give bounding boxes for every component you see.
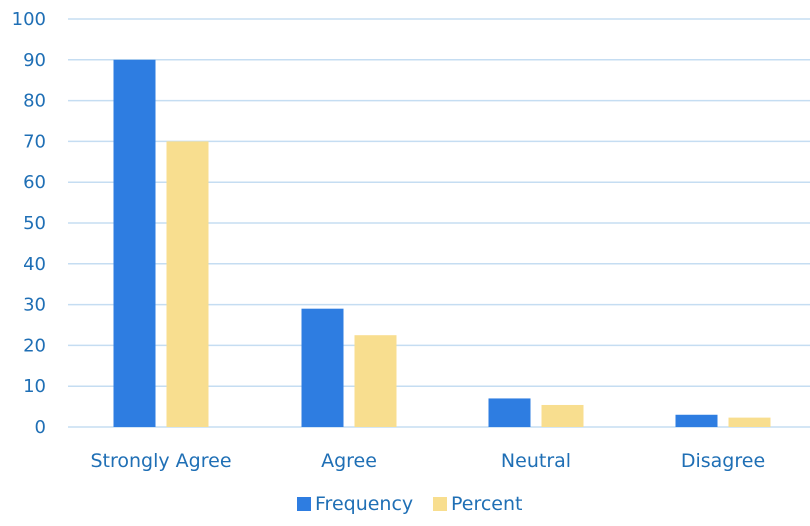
legend-label-percent: Percent: [451, 493, 523, 515]
y-tick-label: 50: [23, 213, 46, 234]
y-tick-label: 60: [23, 172, 46, 193]
x-tick-label: Agree: [321, 450, 377, 472]
bar-percent-2: [541, 404, 584, 427]
y-tick-label: 40: [23, 254, 46, 275]
y-axis-ticks: 0 10 20 30 40 50 60 70 80 90 100: [12, 9, 46, 438]
y-tick-label: 30: [23, 295, 46, 316]
bar-percent-0: [166, 141, 209, 427]
y-tick-label: 90: [23, 50, 46, 71]
legend-swatch-percent: [433, 497, 447, 511]
y-tick-label: 100: [12, 9, 46, 30]
y-tick-label: 70: [23, 131, 46, 152]
bar-frequency-1: [301, 308, 344, 427]
bar-percent-3: [728, 417, 771, 427]
bars: [113, 59, 771, 428]
x-tick-label: Disagree: [681, 450, 765, 472]
legend: Frequency Percent: [297, 493, 523, 515]
bar-frequency-0: [113, 59, 156, 428]
bar-frequency-2: [488, 398, 531, 427]
y-tick-label: 0: [35, 417, 46, 438]
bar-percent-1: [354, 335, 397, 427]
y-tick-label: 10: [23, 376, 46, 397]
y-tick-label: 80: [23, 91, 46, 112]
legend-label-frequency: Frequency: [315, 493, 413, 515]
x-tick-label: Neutral: [501, 450, 571, 472]
legend-swatch-frequency: [297, 497, 311, 511]
y-tick-label: 20: [23, 335, 46, 356]
x-tick-label: Strongly Agree: [90, 450, 231, 472]
bar-frequency-3: [675, 414, 718, 427]
x-axis-ticks: Strongly Agree Agree Neutral Disagree: [90, 450, 765, 472]
